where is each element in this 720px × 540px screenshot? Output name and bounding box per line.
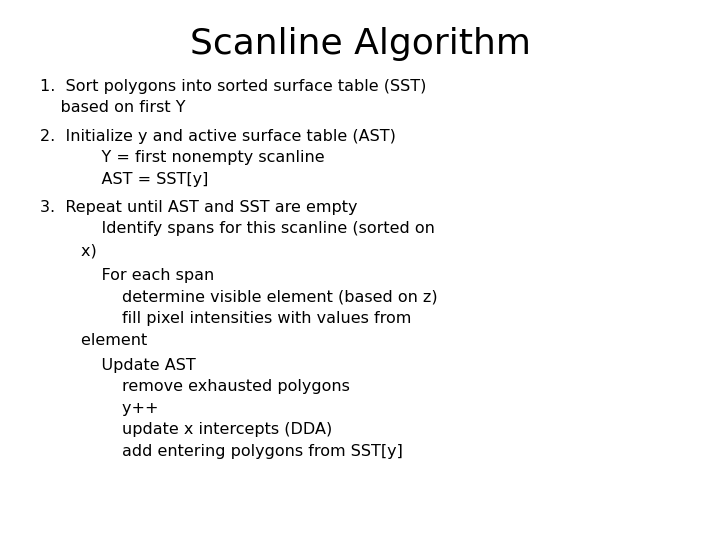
Text: Identify spans for this scanline (sorted on: Identify spans for this scanline (sorted… bbox=[40, 221, 434, 237]
Text: remove exhausted polygons: remove exhausted polygons bbox=[40, 379, 349, 394]
Text: determine visible element (based on z): determine visible element (based on z) bbox=[40, 289, 437, 305]
Text: Scanline Algorithm: Scanline Algorithm bbox=[189, 28, 531, 61]
Text: element: element bbox=[40, 333, 147, 348]
Text: Update AST: Update AST bbox=[40, 357, 195, 373]
Text: 1.  Sort polygons into sorted surface table (SST): 1. Sort polygons into sorted surface tab… bbox=[40, 79, 426, 94]
Text: 2.  Initialize y and active surface table (AST): 2. Initialize y and active surface table… bbox=[40, 129, 395, 144]
Text: Y = first nonempty scanline: Y = first nonempty scanline bbox=[40, 150, 324, 165]
Text: AST = SST[y]: AST = SST[y] bbox=[40, 172, 208, 187]
Text: fill pixel intensities with values from: fill pixel intensities with values from bbox=[40, 311, 411, 326]
Text: update x intercepts (DDA): update x intercepts (DDA) bbox=[40, 422, 332, 437]
Text: x): x) bbox=[40, 243, 96, 258]
Text: y++: y++ bbox=[40, 401, 158, 416]
Text: 3.  Repeat until AST and SST are empty: 3. Repeat until AST and SST are empty bbox=[40, 200, 357, 215]
Text: For each span: For each span bbox=[40, 268, 214, 283]
Text: add entering polygons from SST[y]: add entering polygons from SST[y] bbox=[40, 444, 402, 459]
Text: based on first Y: based on first Y bbox=[40, 100, 185, 116]
